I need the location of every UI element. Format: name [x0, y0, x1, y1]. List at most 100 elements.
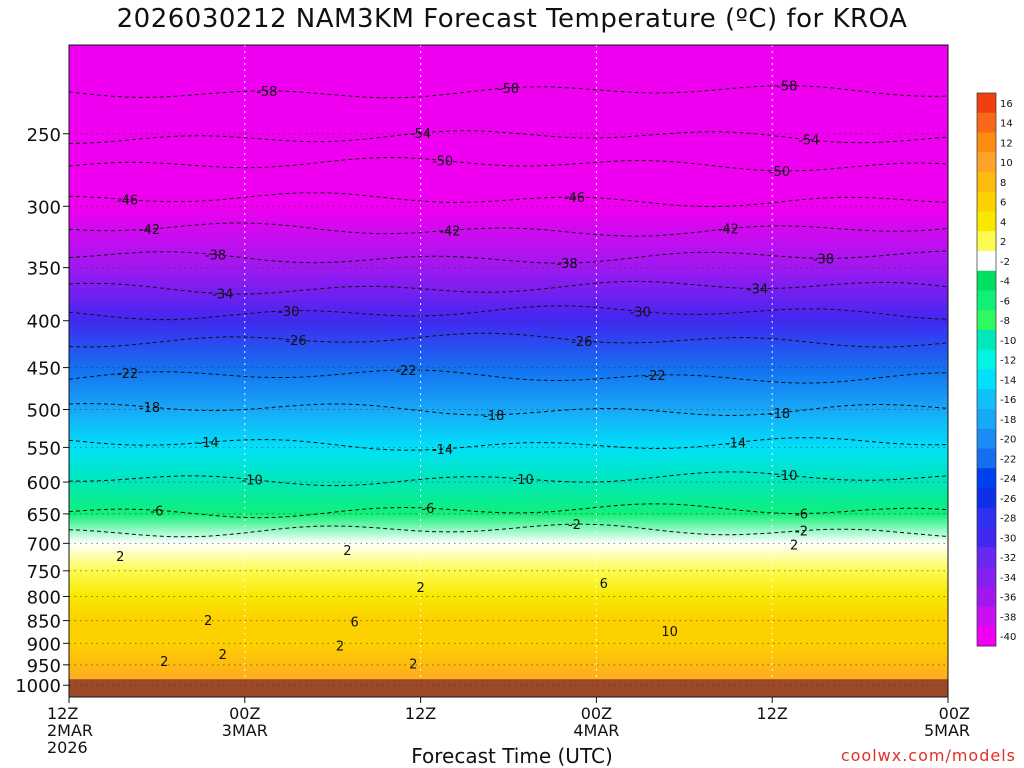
- y-tick-label: 850: [27, 612, 61, 633]
- contour-label: 2: [790, 538, 798, 553]
- colorbar-swatch: [977, 191, 996, 212]
- colorbar-swatch: [977, 231, 996, 252]
- x-tick-label: 2026: [47, 738, 88, 757]
- colorbar-swatch: [977, 389, 996, 410]
- colorbar-label: -16: [1000, 395, 1016, 406]
- colorbar-swatch: [977, 606, 996, 627]
- colorbar-label: 14: [1000, 119, 1013, 130]
- colorbar-swatch: [977, 172, 996, 193]
- isotherm-label: -30: [278, 305, 299, 320]
- x-tick-label: 00Z: [229, 704, 260, 723]
- y-tick-label: 950: [27, 656, 61, 677]
- isotherm-label: -6: [795, 508, 808, 523]
- colorbar-swatch: [977, 409, 996, 430]
- contour-label: 2: [343, 544, 351, 559]
- ground-surface: [69, 679, 948, 697]
- isotherm-label: -10: [776, 469, 797, 484]
- isotherm-label: -6: [150, 504, 163, 519]
- colorbar-label: -34: [1000, 573, 1016, 584]
- colorbar-swatch: [977, 468, 996, 489]
- colorbar-label: -24: [1000, 474, 1016, 485]
- y-tick-label: 900: [27, 634, 61, 655]
- isotherm-label: -14: [198, 436, 219, 451]
- colorbar-swatch: [977, 132, 996, 153]
- contour-label: 2: [336, 640, 344, 655]
- isotherm-label: -50: [769, 165, 790, 180]
- y-tick-label: 1000: [15, 676, 61, 697]
- colorbar-label: -6: [1000, 296, 1010, 307]
- isotherm-label: -2: [568, 518, 581, 533]
- isotherm-label: -38: [205, 249, 226, 264]
- y-tick-label: 550: [27, 438, 61, 459]
- isotherm-label: -42: [439, 224, 460, 239]
- isotherm-label: -46: [564, 191, 585, 206]
- isotherm-label: -18: [769, 407, 790, 422]
- isotherm-label: -38: [813, 252, 834, 267]
- colorbar-label: 6: [1000, 198, 1006, 209]
- y-tick-label: 250: [27, 125, 61, 146]
- y-tick-label: 600: [27, 473, 61, 494]
- contour-label: 10: [661, 625, 678, 640]
- y-tick-label: 450: [27, 359, 61, 380]
- site-credit[interactable]: coolwx.com/models: [840, 746, 1016, 765]
- x-tick-label: 4MAR: [573, 721, 619, 740]
- isotherm-label: -46: [117, 194, 138, 209]
- isotherm-label: -22: [395, 364, 416, 379]
- isotherm-label: -18: [483, 409, 504, 424]
- colorbar-label: 12: [1000, 138, 1013, 149]
- isotherm-label: -30: [630, 305, 651, 320]
- x-tick-label: 00Z: [581, 704, 612, 723]
- x-tick-label: 12Z: [405, 704, 436, 723]
- colorbar-label: -22: [1000, 454, 1016, 465]
- isotherm-label: -34: [212, 288, 233, 303]
- plot-frame: [68, 44, 949, 698]
- y-tick-label: 500: [27, 401, 61, 422]
- isotherm-label: -10: [242, 473, 263, 488]
- colorbar-swatch: [977, 448, 996, 469]
- colorbar-swatch: [977, 369, 996, 390]
- colorbar-label: -26: [1000, 494, 1016, 505]
- y-tick-label: 750: [27, 562, 61, 583]
- isotherm-label: -54: [798, 134, 819, 149]
- colorbar-swatch: [977, 527, 996, 548]
- plot-area: -58 -58 -58-54 -54-50-50-46 -46-42 -42 -42-38-…: [69, 45, 948, 697]
- y-tick-label: 650: [27, 505, 61, 526]
- isotherm-label: -38: [556, 257, 577, 272]
- colorbar-swatch: [977, 626, 996, 647]
- colorbar-swatch: [977, 488, 996, 509]
- x-tick-label: 3MAR: [222, 721, 268, 740]
- colorbar-frame: [976, 92, 997, 647]
- colorbar-swatch: [977, 507, 996, 528]
- temperature-field: [69, 45, 948, 697]
- colorbar-swatch: [977, 152, 996, 173]
- isotherm-label: -22: [117, 367, 138, 382]
- colorbar-swatch: [977, 290, 996, 311]
- colorbar-swatch: [977, 586, 996, 607]
- x-tick-label: 00Z: [939, 704, 970, 723]
- isotherm-label: -10: [513, 473, 534, 488]
- colorbar-label: 8: [1000, 178, 1006, 189]
- colorbar-swatch: [977, 251, 996, 272]
- x-tick-label: 12Z: [757, 704, 788, 723]
- colorbar-label: -10: [1000, 336, 1016, 347]
- colorbar-swatch: [977, 211, 996, 232]
- colorbar-label: -30: [1000, 533, 1016, 544]
- isotherm-label: -2: [795, 525, 808, 540]
- colorbar-label: -8: [1000, 316, 1010, 327]
- colorbar-swatch: [977, 112, 996, 133]
- colorbar-swatch: [977, 310, 996, 331]
- y-tick-label: 700: [27, 534, 61, 555]
- y-tick-label: 300: [27, 197, 61, 218]
- contour-label: 2: [204, 614, 212, 629]
- isotherm-label: -26: [571, 335, 592, 350]
- contour-label: 2: [116, 550, 124, 565]
- isotherm-label: -58: [256, 85, 277, 100]
- colorbar-label: -36: [1000, 593, 1016, 604]
- colorbar-swatch: [977, 349, 996, 370]
- x-axis-label: Forecast Time (UTC): [411, 744, 613, 768]
- contour-label: 2: [409, 658, 417, 673]
- contour-label: 2: [416, 581, 424, 596]
- axes: 2503003504004505005506006507007508008509…: [15, 44, 970, 757]
- x-tick-label: 2MAR: [47, 721, 93, 740]
- colorbar-label: -18: [1000, 415, 1016, 426]
